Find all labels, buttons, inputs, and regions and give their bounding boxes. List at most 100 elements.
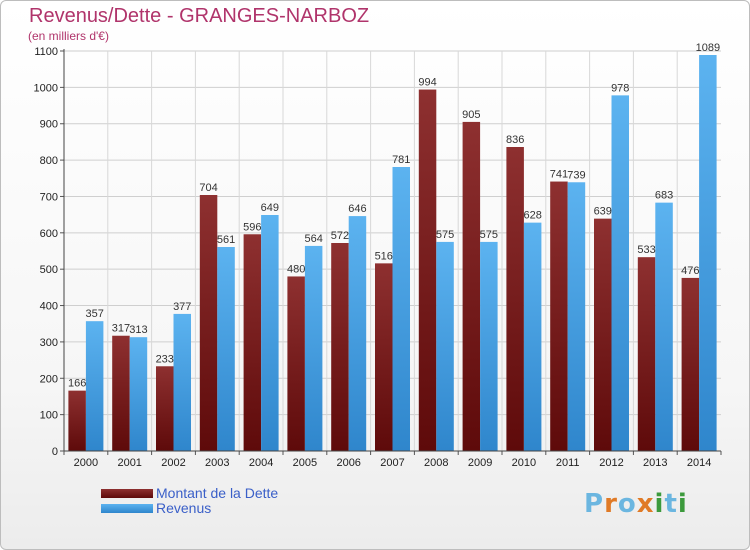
bar-revenus [611, 95, 629, 451]
x-tick-label: 2014 [687, 457, 711, 469]
bar-debt [637, 257, 656, 451]
bar-debt [506, 147, 524, 451]
data-label-revenus: 1089 [696, 42, 720, 54]
bar-revenus [436, 241, 454, 451]
bar-debt [331, 243, 349, 451]
logo-letter: t [664, 489, 678, 519]
bars-layer [68, 55, 717, 452]
axis-layer: 0 100 200 300 400 500 600 700 800 900 1000 1100 2000… [34, 46, 722, 469]
bar-revenus [85, 321, 104, 451]
data-label-debt: 905 [462, 109, 480, 121]
bar-revenus [173, 313, 191, 451]
x-tick-label: 2008 [424, 457, 448, 469]
bar-revenus [348, 216, 367, 451]
bar-revenus [655, 202, 673, 451]
data-label-revenus: 575 [480, 229, 498, 241]
y-tick-label: 1000 [34, 82, 58, 94]
chart-subtitle: (en milliers d'€) [28, 29, 109, 43]
data-label-revenus: 739 [567, 169, 585, 181]
bar-revenus [129, 337, 148, 451]
y-tick-label: 100 [40, 410, 58, 422]
bar-debt [243, 234, 262, 451]
proxiti-logo: Proxiti [584, 489, 688, 519]
data-label-revenus: 575 [436, 229, 454, 241]
bar-debt [68, 390, 86, 451]
legend-swatch-revenus [101, 504, 153, 513]
y-tick-label: 700 [40, 191, 58, 203]
y-tick-label: 900 [40, 119, 58, 131]
bar-revenus [567, 182, 586, 452]
y-tick-label: 300 [40, 337, 58, 349]
legend-label-revenus: Revenus [156, 500, 212, 516]
data-label-debt: 741 [550, 169, 568, 181]
data-label-revenus: 978 [611, 82, 629, 94]
chart-title: Revenus/Dette - GRANGES-NARBOZ [29, 5, 370, 27]
bar-debt [418, 89, 437, 451]
bar-revenus [480, 241, 498, 451]
data-label-revenus: 313 [129, 324, 147, 336]
data-label-revenus: 781 [392, 154, 410, 166]
x-tick-label: 2013 [643, 457, 667, 469]
data-label-debt: 317 [112, 323, 130, 335]
bar-debt [156, 366, 174, 451]
x-tick-label: 2006 [336, 457, 360, 469]
bar-debt [199, 195, 218, 451]
legend-label-debt: Montant de la Dette [156, 485, 279, 501]
data-label-debt: 533 [637, 244, 655, 256]
data-label-debt: 516 [375, 250, 393, 262]
y-tick-label: 1100 [34, 46, 58, 58]
x-tick-label: 2001 [117, 457, 141, 469]
bar-debt [681, 277, 700, 451]
x-tick-label: 2012 [599, 457, 623, 469]
x-tick-label: 2007 [380, 457, 404, 469]
x-tick-label: 2011 [556, 457, 580, 469]
bar-revenus [217, 247, 235, 451]
bar-revenus [392, 167, 410, 451]
bar-debt [112, 335, 130, 451]
data-label-revenus: 564 [304, 233, 322, 245]
logo-letter: P [584, 489, 605, 519]
bar-debt [594, 218, 612, 451]
data-label-debt: 233 [156, 353, 174, 365]
logo-letter: o [617, 489, 637, 519]
data-label-revenus: 561 [217, 234, 235, 246]
data-label-revenus: 357 [85, 308, 103, 320]
bar-revenus [523, 222, 542, 451]
x-tick-label: 2004 [249, 457, 273, 469]
data-label-debt: 166 [68, 378, 86, 390]
y-tick-label: 200 [40, 373, 58, 385]
data-label-revenus: 628 [523, 210, 541, 222]
logo-letter: x [636, 489, 655, 519]
bar-debt [462, 121, 481, 451]
data-label-debt: 596 [243, 221, 261, 233]
data-label-debt: 476 [681, 265, 699, 277]
bar-revenus [304, 245, 323, 451]
logo-letter: i [654, 489, 665, 519]
data-label-revenus: 377 [173, 301, 191, 313]
x-tick-label: 2003 [205, 457, 229, 469]
data-label-debt: 836 [506, 134, 524, 146]
bar-revenus [261, 215, 279, 451]
data-label-debt: 480 [287, 263, 305, 275]
data-label-revenus: 649 [261, 202, 279, 214]
x-tick-label: 2000 [74, 457, 98, 469]
data-label-debt: 639 [594, 206, 612, 218]
y-tick-label: 400 [40, 301, 58, 313]
x-tick-label: 2002 [161, 457, 185, 469]
bar-debt [375, 263, 393, 451]
logo-letter: r [604, 489, 618, 519]
legend-swatch-debt [101, 489, 153, 498]
y-tick-label: 500 [40, 264, 58, 276]
y-tick-label: 800 [40, 155, 58, 167]
bar-revenus [699, 55, 717, 451]
bar-debt [287, 276, 305, 451]
data-label-revenus: 683 [655, 190, 673, 202]
data-label-debt: 704 [199, 182, 217, 194]
data-label-debt: 994 [418, 77, 436, 89]
data-label-debt: 572 [331, 230, 349, 242]
y-tick-label: 0 [52, 446, 58, 458]
y-tick-label: 600 [40, 228, 58, 240]
